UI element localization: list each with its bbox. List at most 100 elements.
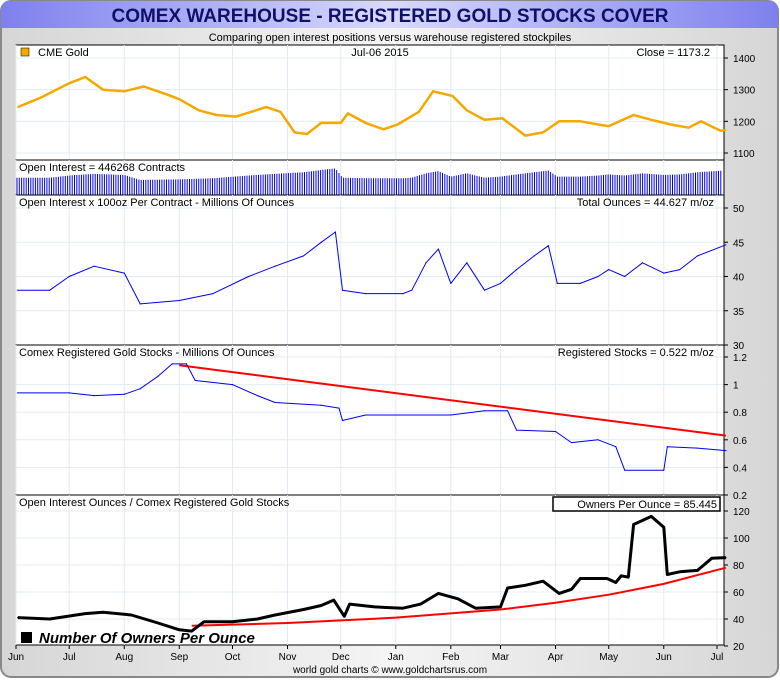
data-point — [533, 255, 535, 257]
y-tick-label: 80 — [733, 561, 745, 572]
y-tick-label: 50 — [733, 204, 745, 215]
data-point — [483, 119, 486, 121]
panel-background — [15, 194, 725, 346]
y-tick-label: 45 — [733, 238, 745, 249]
data-point — [17, 392, 19, 394]
data-point — [191, 630, 193, 632]
title-bar — [1, 1, 778, 28]
data-point — [139, 388, 141, 390]
data-point — [102, 611, 104, 613]
y-tick-label: 30 — [733, 341, 745, 352]
data-point — [343, 615, 345, 617]
data-point — [420, 603, 422, 605]
panel-background — [15, 44, 725, 161]
data-point — [624, 469, 626, 471]
data-point — [650, 515, 652, 518]
readout: Registered Stocks = 0.522 m/oz — [558, 347, 714, 359]
data-point — [274, 401, 276, 404]
legend-label: CME Gold — [38, 47, 89, 59]
data-point — [365, 293, 367, 295]
data-point — [306, 133, 308, 135]
data-point — [425, 262, 427, 264]
panel-3: 1.2 1 0.8 0.6 0.4 0.2 Comex Registered Gold St… — [15, 344, 747, 502]
data-point — [198, 109, 200, 111]
panel-2: 50 45 40 35 30 Open Interest x 100oz Per Cont… — [15, 194, 745, 352]
data-point — [483, 289, 486, 291]
y-tick-label: 1100 — [733, 149, 755, 160]
data-point — [143, 85, 145, 88]
data-point — [570, 588, 573, 590]
data-point — [338, 407, 340, 409]
legend-swatch — [21, 632, 32, 643]
data-point — [340, 122, 342, 124]
data-point — [274, 614, 276, 616]
data-point — [579, 577, 581, 580]
data-point — [247, 275, 250, 278]
data-point — [579, 120, 581, 122]
y-tick-label: 20 — [733, 642, 745, 653]
data-point — [597, 275, 599, 278]
data-point — [265, 106, 267, 108]
data-point — [450, 282, 452, 284]
data-point — [547, 245, 550, 247]
data-point — [620, 575, 622, 577]
data-point — [171, 363, 173, 365]
data-point — [597, 439, 599, 441]
panel-label: Comex Registered Gold Stocks - Millions … — [19, 347, 275, 359]
data-point — [466, 109, 468, 111]
x-tick-label: Jan — [388, 652, 404, 663]
data-point — [437, 248, 439, 250]
data-point — [320, 241, 322, 243]
data-point — [515, 429, 518, 431]
data-point — [558, 120, 560, 122]
data-point — [17, 289, 19, 291]
x-tick-label: Mar — [492, 652, 510, 663]
x-tick-label: Feb — [442, 652, 460, 663]
panel-label: Open Interest x 100oz Per Contract - Mil… — [19, 197, 295, 209]
y-tick-label: 100 — [733, 534, 750, 545]
data-point — [688, 127, 690, 129]
data-point — [556, 282, 558, 284]
data-point — [451, 95, 454, 97]
data-point — [608, 125, 610, 127]
data-point — [256, 618, 258, 620]
chart-title: COMEX WAREHOUSE - REGISTERED GOLD STOCKS… — [111, 6, 668, 27]
trend-line — [191, 566, 727, 627]
data-point — [725, 449, 727, 452]
y-tick-label: 40 — [733, 273, 745, 284]
data-point — [194, 379, 196, 382]
data-point — [235, 115, 237, 118]
data-point — [17, 106, 19, 108]
x-tick-label: Jul — [63, 652, 76, 663]
x-tick-label: Jul — [711, 652, 724, 663]
data-point — [457, 598, 459, 600]
y-tick-label: 1400 — [733, 54, 756, 65]
data-point — [515, 269, 518, 271]
data-point — [365, 122, 367, 124]
data-point — [349, 603, 351, 605]
data-point — [166, 93, 168, 96]
data-point — [231, 621, 234, 623]
data-point — [203, 621, 205, 623]
data-point — [396, 123, 399, 126]
data-point — [279, 111, 282, 113]
data-point — [68, 392, 70, 394]
data-point — [432, 90, 434, 92]
data-point — [506, 587, 509, 589]
close-readout: Close = 1173.2 — [637, 47, 711, 59]
data-point — [615, 581, 617, 584]
data-point — [302, 608, 305, 611]
data-point — [17, 617, 19, 619]
panel-background — [15, 344, 725, 496]
data-point — [615, 446, 617, 448]
data-point — [402, 607, 404, 609]
data-point — [499, 606, 502, 608]
data-point — [178, 98, 180, 100]
y-tick-label: 35 — [733, 307, 745, 318]
data-point — [84, 76, 86, 78]
data-point — [666, 573, 668, 576]
data-point — [215, 114, 218, 116]
data-point — [696, 255, 699, 257]
x-tick-label: Oct — [225, 652, 241, 663]
